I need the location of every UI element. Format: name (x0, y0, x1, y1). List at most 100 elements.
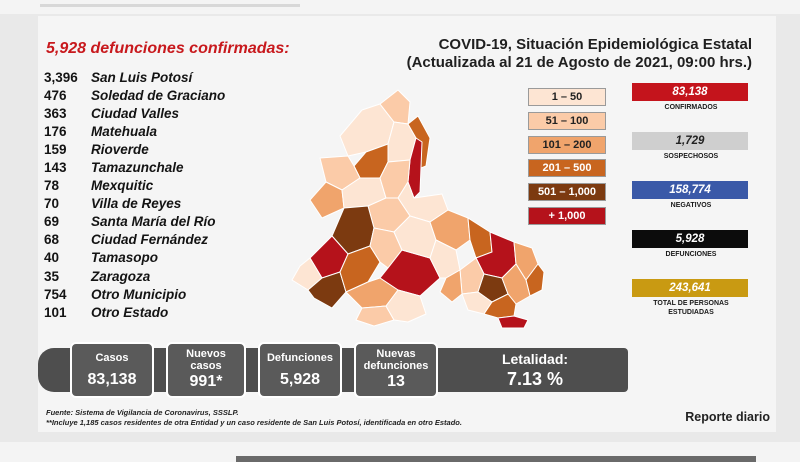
stat-label: TOTAL DE PERSONAS ESTUDIADAS (653, 300, 729, 316)
stat-value: 243,641 (632, 279, 748, 297)
legend-item: 501 – 1,000 (528, 183, 606, 202)
infographic-card: 5,928 defunciones confirmadas: COVID-19,… (38, 16, 776, 432)
municipality-deaths-value: 78 (44, 178, 60, 194)
municipality-deaths-value: 35 (44, 268, 60, 284)
casos-label: Casos (95, 352, 129, 364)
municipality-deaths-value: 363 (44, 105, 67, 121)
nuevos-casos-label-1: Nuevos (186, 348, 226, 360)
municipality-row: 40 Tamasopo (44, 249, 274, 267)
casos-value: 83,138 (87, 371, 137, 388)
municipality-name: Matehuala (91, 123, 158, 139)
footnote-text: **Incluye 1,185 casos residentes de otra… (46, 418, 462, 427)
municipality-name: Tamasopo (91, 250, 159, 266)
reporte-diario-label: Reporte diario (685, 410, 770, 424)
map-region (355, 305, 395, 327)
municipality-deaths-value: 70 (44, 196, 60, 212)
municipality-row: 70 Villa de Reyes (44, 195, 274, 213)
stat-card: 83,138 CONFIRMADOS (632, 83, 750, 132)
stat-label: NEGATIVOS (670, 202, 712, 209)
legend-item: 101 – 200 (528, 135, 606, 154)
municipality-deaths-value: 476 (44, 87, 67, 103)
stat-card: 243,641 TOTAL DE PERSONAS ESTUDIADAS (632, 279, 750, 328)
page-title: COVID-19, Situación Epidemiológica Estat… (407, 36, 752, 72)
municipality-row: 78 Mexquitic (44, 177, 274, 195)
municipality-row: 159 Rioverde (44, 140, 274, 158)
municipality-name: Tamazunchale (91, 160, 184, 176)
municipality-row: 143 Tamazunchale (44, 158, 274, 176)
defunciones-tile: Defunciones 5,928 (258, 342, 342, 398)
municipality-deaths-value: 143 (44, 160, 67, 176)
deaths-heading: 5,928 defunciones confirmadas: (46, 40, 290, 57)
municipality-name: San Luis Potosí (91, 69, 193, 85)
municipality-row: 35 Zaragoza (44, 267, 274, 285)
municipality-deaths-value: 159 (44, 141, 67, 157)
municipality-deaths-value: 176 (44, 123, 67, 139)
stat-card: 1,729 SOSPECHOSOS (632, 132, 750, 181)
map-legend: 1 – 50 51 – 100 101 – 200 201 – 500 501 – 1,… (528, 88, 608, 231)
municipality-name: Santa María del Río (91, 214, 216, 230)
municipality-row: 68 Ciudad Fernández (44, 231, 274, 249)
top-strip (0, 0, 800, 14)
municipality-name: Mexquitic (91, 178, 154, 194)
letalidad-block: Letalidad: 7.13 % (450, 350, 620, 390)
municipality-row: 754 Otro Municipio (44, 285, 274, 303)
state-map (291, 89, 545, 329)
legend-item: 51 – 100 (528, 111, 606, 130)
municipality-name: Otro Municipio (91, 286, 187, 302)
stat-value: 5,928 (632, 230, 748, 248)
municipality-name: Ciudad Valles (91, 105, 180, 121)
summary-bar: Casos 83,138 Nuevos casos 991* Defuncion… (38, 342, 628, 398)
stat-card: 158,774 NEGATIVOS (632, 181, 750, 230)
municipality-row: 3,396 San Luis Potosí (44, 68, 274, 86)
municipality-deaths-value: 101 (44, 304, 67, 320)
stat-value: 1,729 (632, 132, 748, 150)
municipality-name: Rioverde (91, 141, 149, 157)
municipality-name: Otro Estado (91, 304, 169, 320)
municipality-name: Soledad de Graciano (91, 87, 226, 103)
stats-panel: 83,138 CONFIRMADOS 1,729 SOSPECHOSOS 158,774… (632, 83, 750, 328)
map-region (379, 89, 411, 125)
stat-label: CONFIRMADOS (664, 104, 718, 111)
municipality-deaths-value: 69 (44, 214, 60, 230)
legend-item: 201 – 500 (528, 159, 606, 178)
letalidad-label: Letalidad: (501, 351, 569, 367)
source-text: Fuente: Sistema de Vigilancia de Coronav… (46, 408, 239, 417)
title-line-1: COVID-19, Situación Epidemiológica Estat… (438, 36, 752, 53)
municipality-row: 69 Santa María del Río (44, 213, 274, 231)
legend-item: + 1,000 (528, 206, 606, 225)
nuevos-casos-label-2: casos (190, 360, 222, 372)
map-region (291, 257, 323, 291)
nuevas-defunciones-label-1: Nuevas (376, 348, 416, 360)
municipality-deaths-value: 3,396 (44, 69, 78, 85)
map-region (497, 315, 529, 329)
map-region (467, 217, 493, 259)
nuevas-defunciones-value: 13 (387, 373, 405, 390)
municipality-deaths-value: 754 (44, 286, 67, 302)
nuevos-casos-tile: Nuevos casos 991* (166, 342, 246, 398)
municipality-row: 363 Ciudad Valles (44, 104, 274, 122)
casos-tile: Casos 83,138 (70, 342, 154, 398)
stat-value: 158,774 (632, 181, 748, 199)
legend-item: 1 – 50 (528, 88, 606, 106)
municipality-row: 476 Soledad de Graciano (44, 86, 274, 104)
source-note: Fuente: Sistema de Vigilancia de Coronav… (46, 408, 462, 428)
next-slide-title-fragment (236, 456, 756, 462)
nuevos-casos-value: 991* (189, 373, 223, 390)
defunciones-value: 5,928 (279, 371, 321, 388)
municipality-list: 3,396 San Luis Potosí 476 Soledad de Gracia… (44, 68, 274, 321)
municipality-name: Zaragoza (91, 268, 151, 284)
map-region (309, 181, 345, 219)
title-line-2: (Actualizada al 21 de Agosto de 2021, 09… (406, 54, 752, 71)
municipality-name: Ciudad Fernández (91, 232, 209, 248)
top-divider (40, 4, 300, 7)
nuevas-defunciones-label-2: defunciones (363, 360, 429, 372)
municipality-deaths-value: 40 (44, 250, 60, 266)
municipality-row: 176 Matehuala (44, 122, 274, 140)
stat-label: SOSPECHOSOS (663, 153, 719, 160)
map-region (439, 269, 463, 303)
stat-label: DEFUNCIONES (665, 251, 717, 258)
bottom-strip (0, 442, 800, 462)
nuevas-defunciones-tile: Nuevas defunciones 13 (354, 342, 438, 398)
defunciones-label: Defunciones (266, 352, 333, 364)
map-region (385, 289, 427, 323)
